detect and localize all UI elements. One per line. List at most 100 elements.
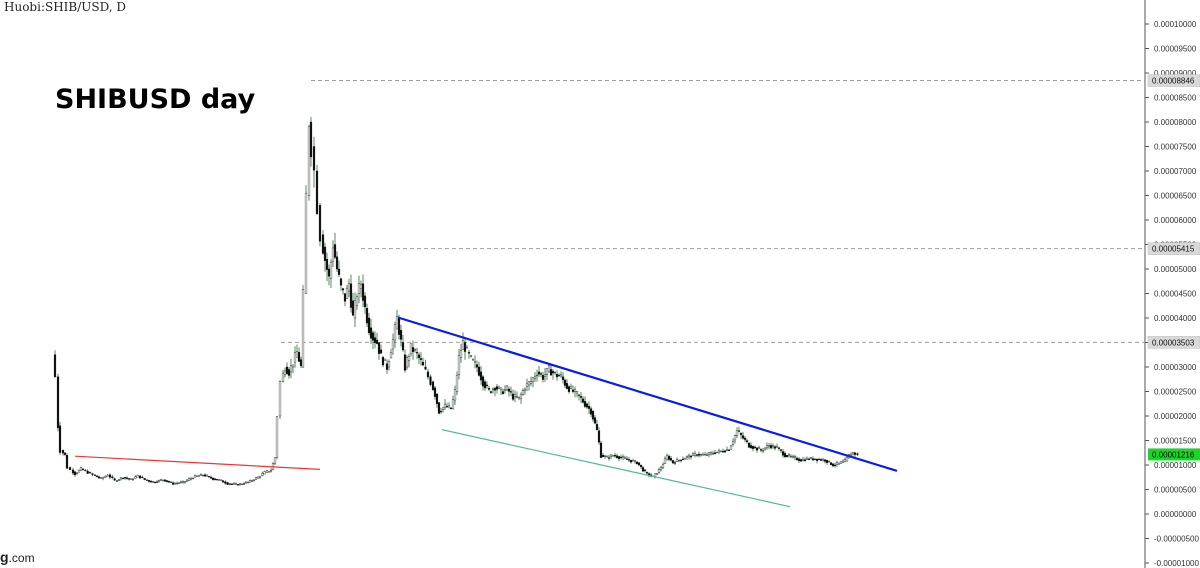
candle-body <box>689 455 693 458</box>
candle-body <box>515 396 519 398</box>
candle-body <box>283 370 287 375</box>
candle-body <box>577 394 581 396</box>
candle-body <box>753 446 757 449</box>
candle-body <box>381 357 385 366</box>
candle-body <box>349 283 353 308</box>
candle-body <box>171 482 175 485</box>
candle-body <box>115 480 119 482</box>
trendline-red <box>74 455 321 471</box>
candle-body <box>165 480 169 482</box>
candle-body <box>453 389 457 401</box>
candle-body <box>497 386 501 389</box>
candle-body <box>725 449 729 451</box>
candle-body <box>93 474 97 476</box>
candle-body <box>278 381 282 417</box>
candle-body <box>561 376 565 380</box>
candle-body <box>207 476 211 478</box>
candle-body <box>383 358 387 361</box>
candle-body <box>645 472 649 474</box>
y-tick-label: 0.00008000 <box>1154 118 1197 127</box>
candle-body <box>813 458 817 460</box>
price-level-badge-label: 0.00003503 <box>1152 338 1195 347</box>
y-tick-label: 0.00007500 <box>1154 143 1197 152</box>
candle-body <box>759 449 763 451</box>
candle-body <box>827 460 831 463</box>
candle-body <box>525 383 529 387</box>
candle-body <box>269 470 273 472</box>
candle-body <box>149 480 153 483</box>
candle-body <box>297 352 301 362</box>
candle-body <box>261 473 264 476</box>
candle-body <box>299 359 303 366</box>
candle-body <box>219 479 223 481</box>
candle-body <box>507 388 511 392</box>
candle-body <box>521 390 525 395</box>
candle-body <box>777 447 781 449</box>
candle-body <box>123 477 127 479</box>
candle-body <box>281 372 285 382</box>
candle-body <box>637 462 641 466</box>
candle-body <box>705 454 709 456</box>
candle-body <box>631 460 635 462</box>
candle-body <box>108 474 112 478</box>
candle-body <box>367 317 371 334</box>
candle-body <box>469 355 473 357</box>
last-price-badge <box>1148 448 1200 461</box>
candle-body <box>373 337 377 344</box>
candle-body <box>357 283 361 294</box>
candle-body <box>309 121 313 158</box>
candle-body <box>447 404 451 408</box>
candle-body <box>439 410 443 413</box>
candle-body <box>755 447 759 451</box>
candle-body <box>226 482 229 485</box>
candle-body <box>707 452 711 455</box>
candle-body <box>473 361 477 363</box>
candle-body <box>799 459 803 462</box>
y-tick-label: -0.00000500 <box>1154 535 1199 544</box>
candle-body <box>443 403 447 409</box>
candle-body <box>285 366 289 375</box>
candle-body <box>823 459 827 462</box>
candle-body <box>91 473 94 475</box>
candle-body <box>693 453 697 456</box>
candle-body <box>493 388 497 391</box>
y-tick-label: -0.00001000 <box>1154 559 1199 568</box>
candle-body <box>697 454 701 456</box>
candle-body <box>789 455 793 458</box>
candle-body <box>839 461 843 464</box>
candle-body <box>517 396 521 399</box>
candle-body <box>723 450 727 453</box>
candle-body <box>471 359 475 361</box>
candle-body <box>445 406 449 408</box>
candle-body <box>329 261 333 280</box>
candle-body <box>236 484 240 486</box>
candle-body <box>467 352 471 354</box>
candle-body <box>731 441 735 445</box>
candle-body <box>315 170 319 214</box>
candle-body <box>73 471 77 476</box>
candle-body <box>291 364 295 368</box>
candle-body <box>161 479 165 481</box>
candle-body <box>683 458 687 460</box>
candle-body <box>201 474 205 477</box>
candle-body <box>479 371 483 381</box>
candle-body <box>312 146 316 171</box>
candle-body <box>621 456 625 458</box>
candle-body <box>785 455 789 457</box>
candle-body <box>393 324 397 341</box>
candle-body <box>449 407 453 409</box>
candle-body <box>475 364 479 368</box>
candle-body <box>258 476 262 478</box>
candle-body <box>807 458 811 460</box>
y-tick-label: 0.00006500 <box>1154 192 1197 201</box>
candle-body <box>519 394 523 400</box>
candle-body <box>121 477 125 480</box>
candle-body <box>234 483 238 485</box>
candle-body <box>545 368 549 375</box>
candle-body <box>513 393 517 397</box>
candle-body <box>117 479 121 481</box>
candle-body <box>136 474 139 478</box>
candle-body <box>793 456 797 458</box>
candle-body <box>687 454 691 458</box>
